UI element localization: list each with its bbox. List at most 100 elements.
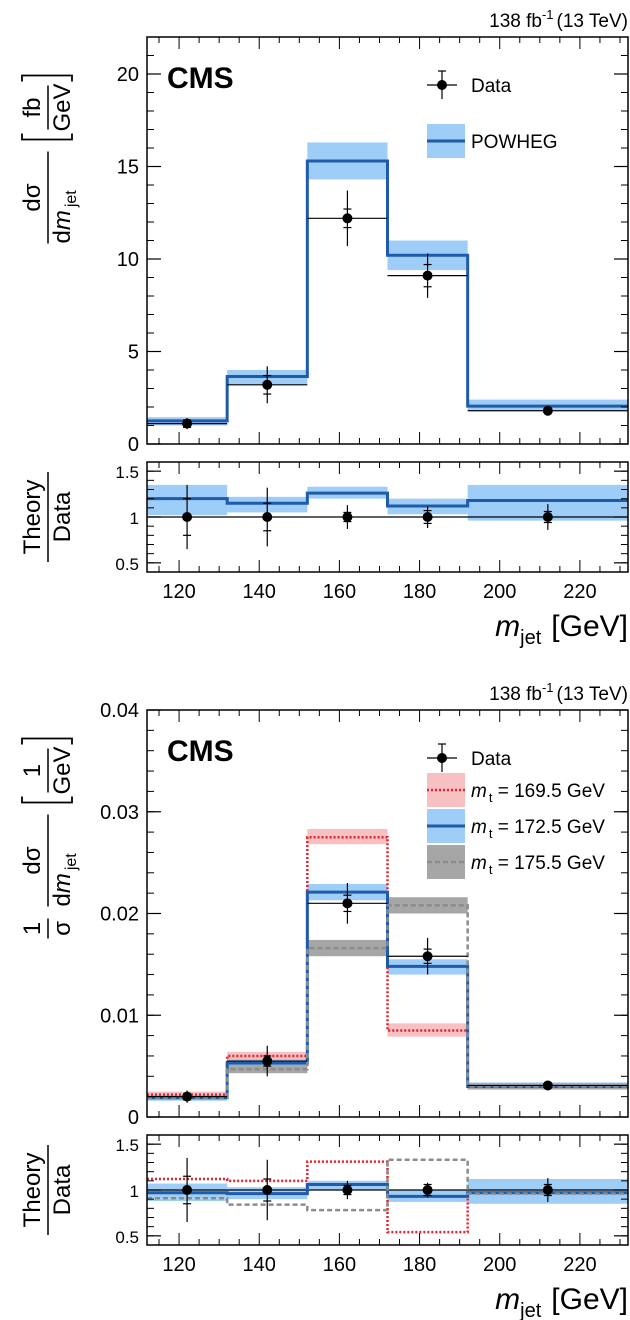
legend-series-label-sub: t xyxy=(489,790,493,805)
data-point xyxy=(422,1185,433,1195)
panel-upper-ratio: 0.5 1 1.5 120 140 160 180 200 220 mjet [GeV] Theory… xyxy=(19,461,629,649)
legend-series-label-sub: t xyxy=(489,826,493,841)
uncertainty-band xyxy=(387,1023,468,1037)
y-tick-label: 1.5 xyxy=(115,463,139,482)
data-point xyxy=(182,418,193,429)
y-axis-label-one: 1 xyxy=(19,922,46,935)
cms-label: CMS xyxy=(167,62,234,95)
y-axis-unit-bracket-open xyxy=(21,133,73,141)
lumi-label: 138 fb-1 (13 TeV) xyxy=(489,680,628,705)
y-axis-unit-numer: 1 xyxy=(19,764,46,777)
y-axis-unit-denom: GeV xyxy=(49,83,76,131)
data-point xyxy=(342,1185,353,1195)
y-axis-label: Theory Data xyxy=(19,1145,76,1235)
y-axis-unit-denom: GeV xyxy=(49,746,76,794)
y-axis-label-denom-m: m xyxy=(49,873,76,893)
y-tick-label: 15 xyxy=(117,157,139,179)
lumi-suffix: (13 TeV) xyxy=(557,684,628,705)
y-tick-label: 5 xyxy=(128,342,139,364)
series-step-line xyxy=(147,904,628,1099)
data-point xyxy=(422,270,433,281)
data-point xyxy=(262,512,273,522)
y-tick-label: 20 xyxy=(117,64,139,86)
y-tick-label: 0.02 xyxy=(100,904,139,926)
lumi-exponent: -1 xyxy=(542,680,554,695)
legend-series-label: POWHEG xyxy=(471,132,558,153)
lumi-prefix: 138 fb xyxy=(489,11,542,32)
y-axis-unit-bracket-close xyxy=(21,737,73,745)
legend-series-label-m: m xyxy=(471,817,487,838)
x-tick-label: 160 xyxy=(323,1254,356,1276)
y-axis-label-denom: dm jet xyxy=(49,190,80,244)
data-point xyxy=(262,379,273,390)
legend-series-label-m: m xyxy=(471,781,487,802)
y-axis-label: dσ dm jet fb GeV xyxy=(19,74,80,244)
data-point xyxy=(262,1056,273,1067)
lumi-exponent: -1 xyxy=(542,7,554,22)
data-point xyxy=(542,1185,553,1195)
data-point xyxy=(182,512,193,522)
data-point xyxy=(342,512,353,522)
legend-data-marker xyxy=(437,80,447,90)
y-axis-label-denom: dm jet xyxy=(49,853,80,907)
y-axis-label-denom-sub: jet xyxy=(63,853,80,871)
y-tick-label: 0.04 xyxy=(100,700,139,722)
y-tick-label: 0 xyxy=(128,434,139,456)
y-axis-label-denom-d: d xyxy=(49,893,76,906)
x-tick-label: 120 xyxy=(162,1254,195,1276)
x-axis-label-m: m xyxy=(495,610,520,643)
y-axis-label-denom: Data xyxy=(49,1164,76,1215)
y-axis-unit-bracket-close xyxy=(21,74,73,82)
uncertainty-band xyxy=(307,939,388,957)
y-tick-label: 1 xyxy=(130,509,139,528)
x-tick-label: 180 xyxy=(403,581,436,603)
legend-series-label-m: m xyxy=(471,853,487,874)
y-axis-label-numer: Theory xyxy=(19,1153,46,1228)
y-axis-label-denom-m: m xyxy=(49,210,76,230)
legend-series-label-sub: t xyxy=(489,862,493,877)
legend-series-label-value: = 169.5 GeV xyxy=(492,781,605,802)
x-tick-label: 140 xyxy=(243,1254,276,1276)
legend-data-label: Data xyxy=(471,749,512,770)
y-tick-label: 0.01 xyxy=(100,1005,139,1027)
y-axis-unit-bracket-open xyxy=(21,796,73,804)
x-axis-label-sub: jet xyxy=(519,627,542,649)
y-axis-label-numer: dσ xyxy=(19,846,46,874)
x-tick-label: 200 xyxy=(483,581,516,603)
data-point xyxy=(262,1185,273,1195)
series-step-line xyxy=(147,1160,628,1234)
y-axis-label-numer: dσ xyxy=(19,183,46,211)
x-tick-label: 180 xyxy=(403,1254,436,1276)
data-point xyxy=(182,1185,193,1195)
series-step-line xyxy=(147,1158,628,1212)
x-tick-label: 200 xyxy=(483,1254,516,1276)
y-axis-unit-numer: fb xyxy=(19,97,46,117)
x-axis-label-unit: [GeV] xyxy=(551,610,628,643)
data-point xyxy=(422,512,433,522)
legend-series-label-value: = 175.5 GeV xyxy=(492,853,605,874)
series-step-line xyxy=(147,491,628,508)
y-tick-label: 0.5 xyxy=(115,1228,139,1247)
legend-data-label: Data xyxy=(471,76,512,97)
y-axis-label-denom-d: d xyxy=(49,230,76,243)
data-point xyxy=(542,405,553,416)
y-axis-label-denom-sub: jet xyxy=(63,190,80,208)
data-point xyxy=(422,951,433,962)
panel-upper-top: 0 5 10 15 20 138 fb-1 (13 TeV) CMS dσ dm jet fb GeV D… xyxy=(19,7,629,456)
legend-data-marker xyxy=(437,753,447,763)
y-tick-label: 0 xyxy=(128,1107,139,1129)
x-tick-label: 140 xyxy=(243,581,276,603)
lumi-prefix: 138 fb xyxy=(489,684,542,705)
y-axis-label: Theory Data xyxy=(19,472,76,562)
data-point xyxy=(542,1080,553,1091)
y-tick-label: 1.5 xyxy=(115,1136,139,1155)
legend-band-swatch xyxy=(427,773,465,807)
cms-label: CMS xyxy=(167,735,234,768)
data-point xyxy=(542,512,553,522)
